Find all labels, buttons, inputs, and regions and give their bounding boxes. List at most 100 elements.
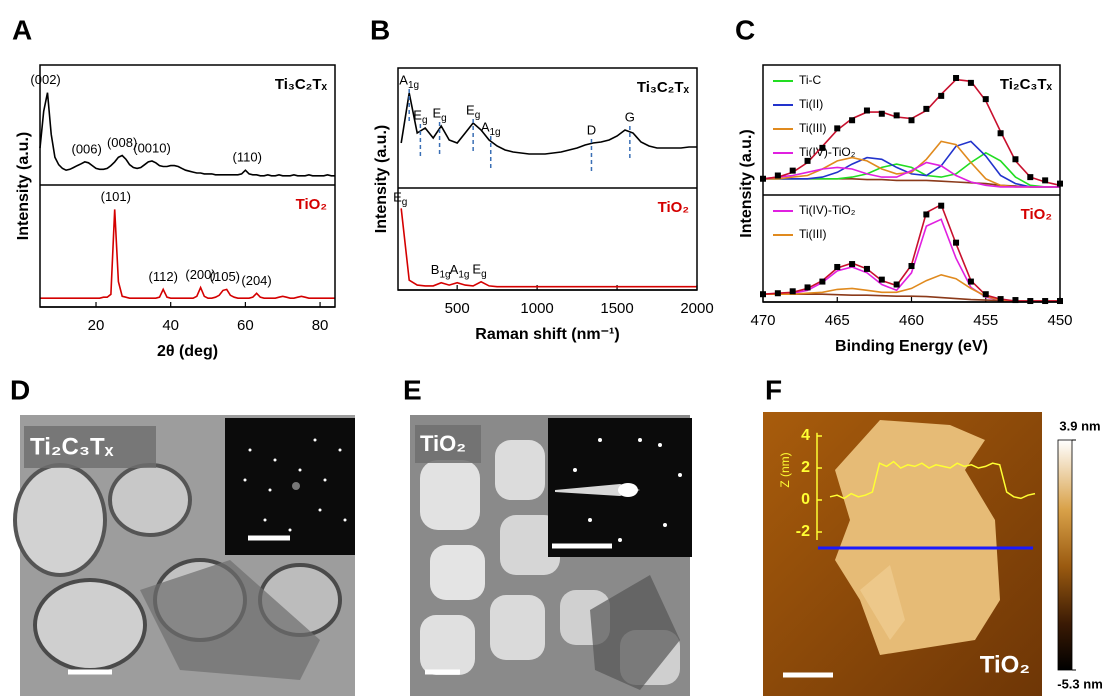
legend-label: Ti(II)	[799, 97, 823, 111]
subscript: g	[475, 110, 481, 121]
panel-label: F	[765, 374, 782, 405]
peak-label: (0010)	[133, 140, 171, 155]
data-point	[998, 296, 1004, 302]
plot-frame	[398, 68, 697, 290]
colorbar-label: -5.3 nm	[1057, 676, 1103, 691]
panel-label: E	[403, 374, 422, 405]
peak-label: (105)	[210, 269, 240, 284]
subscript: g	[481, 268, 487, 279]
peak-label: D	[587, 122, 596, 137]
legend-label: Ti(IV)-TiO₂	[799, 203, 856, 217]
data-point	[968, 279, 974, 285]
subscript: 1g	[408, 80, 419, 91]
peak-label: A1g	[450, 262, 470, 280]
data-point	[834, 264, 840, 270]
peak-label: Eg	[472, 261, 486, 279]
y-tick-label: 2	[801, 459, 810, 476]
panel-label: D	[10, 374, 30, 405]
data-point	[983, 96, 989, 102]
data-point	[790, 168, 796, 174]
curve	[40, 209, 335, 298]
curve	[40, 93, 335, 176]
subplot-label: Ti₃C₂Tₓ	[637, 79, 690, 96]
panel-label: A	[12, 14, 32, 45]
image-label: TiO₂	[980, 651, 1030, 678]
subplot-label: Ti₂C₃Tₓ	[1000, 76, 1053, 93]
y-tick-label: -2	[796, 523, 810, 540]
data-point	[834, 125, 840, 131]
x-tick-label: 470	[750, 312, 775, 329]
data-point	[879, 277, 885, 283]
data-point	[849, 261, 855, 267]
peak-label: (112)	[149, 269, 178, 284]
subscript: g	[402, 197, 408, 208]
peak-label: (002)	[30, 72, 60, 87]
x-tick-label: 460	[899, 312, 924, 329]
x-tick-label: 500	[445, 300, 470, 317]
data-point	[938, 203, 944, 209]
x-tick-label: 1000	[520, 300, 553, 317]
peak-label: (204)	[241, 273, 271, 288]
subplot-label: Ti₃C₂Tₓ	[275, 76, 328, 93]
peak-label: (101)	[101, 189, 131, 204]
data-point	[805, 284, 811, 290]
data-point	[864, 108, 870, 114]
peak-label: G	[625, 109, 635, 124]
peak-label: B1g	[431, 262, 451, 280]
panel-label: C	[735, 14, 755, 45]
x-axis-label: Raman shift (nm⁻¹)	[475, 326, 619, 343]
hole	[110, 465, 190, 535]
x-tick-label: 20	[88, 317, 105, 334]
y-axis-label: Intensity (a.u.)	[15, 132, 32, 240]
y-tick-label: 4	[801, 427, 810, 444]
y-axis-label: Z (nm)	[778, 452, 792, 487]
panel-label: B	[370, 14, 390, 45]
subscript: g	[422, 115, 428, 126]
subscript: 1g	[458, 269, 469, 280]
data-point	[775, 290, 781, 296]
hole	[490, 595, 545, 660]
colorbar-label: 3.9 nm	[1059, 418, 1100, 433]
data-point	[819, 145, 825, 151]
data-point	[938, 93, 944, 99]
figure: A204060802θ (deg)Intensity (a.u.)Ti₃C₂Tₓ…	[0, 0, 1112, 696]
legend-label: Ti(IV)-TiO₂	[799, 145, 856, 159]
hole	[15, 465, 105, 575]
central-beam	[618, 483, 638, 497]
y-tick-label: 0	[801, 491, 810, 508]
x-axis-label: 2θ (deg)	[157, 343, 218, 360]
hole	[420, 615, 475, 675]
peak-label: (006)	[71, 141, 101, 156]
x-tick-label: 450	[1047, 312, 1072, 329]
x-tick-label: 40	[162, 317, 179, 334]
subplot-label: TiO₂	[1021, 206, 1052, 223]
x-tick-label: 1500	[600, 300, 633, 317]
peak-label: Eg	[466, 102, 480, 120]
peak-label: (110)	[233, 150, 262, 165]
legend-label: Ti(III)	[799, 121, 827, 135]
hole	[420, 460, 480, 530]
data-point	[909, 263, 915, 269]
x-tick-label: 455	[973, 312, 998, 329]
peak-label: A1g	[399, 72, 419, 90]
data-point	[864, 266, 870, 272]
data-point	[1012, 156, 1018, 162]
data-point	[909, 117, 915, 123]
x-tick-label: 60	[237, 317, 254, 334]
tem-image-e	[410, 415, 692, 696]
image-label: Ti₂C₃Tₓ	[30, 433, 114, 460]
data-point	[923, 211, 929, 217]
x-tick-label: 80	[312, 317, 329, 334]
data-point	[1042, 298, 1048, 304]
hole	[430, 545, 485, 600]
data-point	[983, 291, 989, 297]
data-point	[819, 279, 825, 285]
colorbar	[1058, 440, 1072, 670]
data-point	[953, 75, 959, 81]
subplot-label: TiO₂	[296, 196, 327, 213]
data-point	[1027, 298, 1033, 304]
data-point	[805, 158, 811, 164]
saed-inset	[225, 418, 355, 555]
subscript: g	[441, 113, 447, 124]
data-point	[1042, 177, 1048, 183]
